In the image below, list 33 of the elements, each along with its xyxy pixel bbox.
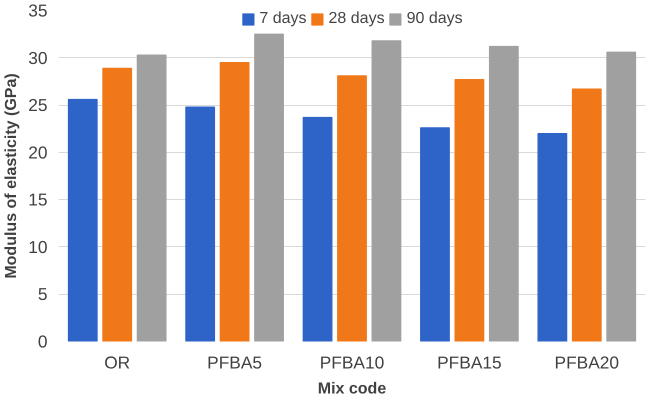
legend-label: 90 days bbox=[406, 10, 463, 28]
bar bbox=[454, 79, 484, 342]
y-axis-title: Modulus of elasticity (GPa) bbox=[3, 73, 20, 279]
x-tick-label: PFBA15 bbox=[437, 352, 502, 372]
bar bbox=[302, 116, 332, 342]
x-tick-label: PFBA20 bbox=[554, 352, 620, 372]
bar bbox=[572, 88, 602, 342]
x-tick-label: PFBA5 bbox=[207, 352, 262, 372]
legend-label: 7 days bbox=[259, 10, 307, 28]
y-tick-label: 10 bbox=[28, 236, 48, 257]
bar bbox=[185, 106, 216, 342]
bar bbox=[102, 68, 132, 342]
bar bbox=[337, 75, 367, 342]
bar bbox=[420, 127, 450, 342]
bar bbox=[372, 40, 402, 342]
y-tick-label: 20 bbox=[28, 142, 48, 162]
bar bbox=[68, 98, 98, 342]
bar bbox=[606, 52, 636, 342]
legend-label: 28 days bbox=[328, 10, 385, 28]
y-tick-label: 35 bbox=[28, 0, 48, 20]
y-tick-label: 5 bbox=[38, 284, 48, 304]
bar bbox=[254, 34, 284, 342]
y-tick-label: 15 bbox=[28, 190, 48, 210]
bar bbox=[220, 62, 250, 342]
bar bbox=[136, 54, 167, 342]
x-axis-title: Mix code bbox=[318, 380, 386, 398]
y-tick-label: 25 bbox=[28, 95, 48, 116]
bar bbox=[488, 46, 519, 342]
y-tick-label: 0 bbox=[38, 332, 48, 352]
x-tick-label: OR bbox=[104, 352, 130, 372]
x-tick-label: PFBA10 bbox=[320, 352, 384, 372]
y-tick-label: 30 bbox=[28, 48, 48, 68]
bar bbox=[537, 132, 568, 342]
